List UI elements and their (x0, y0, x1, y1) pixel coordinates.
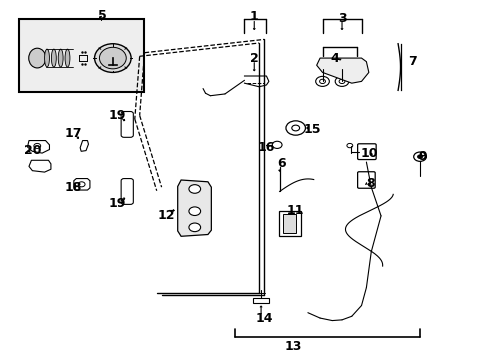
Text: 19: 19 (109, 197, 126, 210)
Circle shape (417, 155, 422, 158)
Text: 9: 9 (417, 150, 426, 163)
Ellipse shape (51, 49, 56, 67)
Text: 10: 10 (359, 147, 377, 159)
Text: 13: 13 (284, 340, 301, 353)
Polygon shape (316, 58, 368, 83)
Text: 11: 11 (286, 204, 304, 217)
Text: 12: 12 (158, 210, 175, 222)
Text: 7: 7 (407, 55, 416, 68)
Ellipse shape (94, 44, 131, 72)
Text: 14: 14 (255, 311, 272, 325)
Ellipse shape (99, 47, 126, 69)
Text: 6: 6 (276, 157, 285, 170)
Text: 3: 3 (337, 12, 346, 25)
Circle shape (78, 182, 85, 187)
Circle shape (34, 143, 41, 148)
Bar (19, 19, 143, 92)
Text: 1: 1 (249, 10, 258, 23)
Bar (253, 298, 268, 303)
Circle shape (291, 125, 299, 131)
Text: 15: 15 (304, 123, 321, 136)
Bar (282, 214, 296, 233)
Circle shape (338, 79, 344, 84)
Polygon shape (177, 180, 211, 236)
Circle shape (272, 141, 282, 148)
Circle shape (188, 185, 200, 193)
Circle shape (188, 223, 200, 231)
Polygon shape (27, 140, 49, 153)
FancyBboxPatch shape (121, 179, 133, 204)
Ellipse shape (44, 49, 49, 67)
Text: 16: 16 (257, 141, 275, 154)
FancyBboxPatch shape (357, 172, 374, 188)
Text: 17: 17 (64, 127, 81, 140)
Text: 20: 20 (23, 144, 41, 157)
Polygon shape (29, 160, 51, 172)
Text: 8: 8 (365, 177, 374, 190)
Bar (278, 211, 300, 235)
Circle shape (334, 76, 348, 86)
Text: 4: 4 (330, 51, 338, 64)
Text: 19: 19 (109, 109, 126, 122)
Circle shape (315, 76, 329, 86)
Polygon shape (80, 140, 88, 151)
Circle shape (285, 121, 305, 135)
Text: 2: 2 (249, 51, 258, 64)
Ellipse shape (29, 48, 46, 68)
Ellipse shape (65, 49, 70, 67)
Circle shape (319, 79, 325, 84)
Text: 18: 18 (64, 181, 81, 194)
Circle shape (346, 143, 352, 148)
Circle shape (188, 207, 200, 216)
Text: 5: 5 (98, 9, 106, 22)
FancyBboxPatch shape (121, 112, 133, 137)
Circle shape (413, 152, 426, 161)
Ellipse shape (58, 49, 63, 67)
Polygon shape (74, 179, 90, 190)
FancyBboxPatch shape (357, 144, 375, 159)
